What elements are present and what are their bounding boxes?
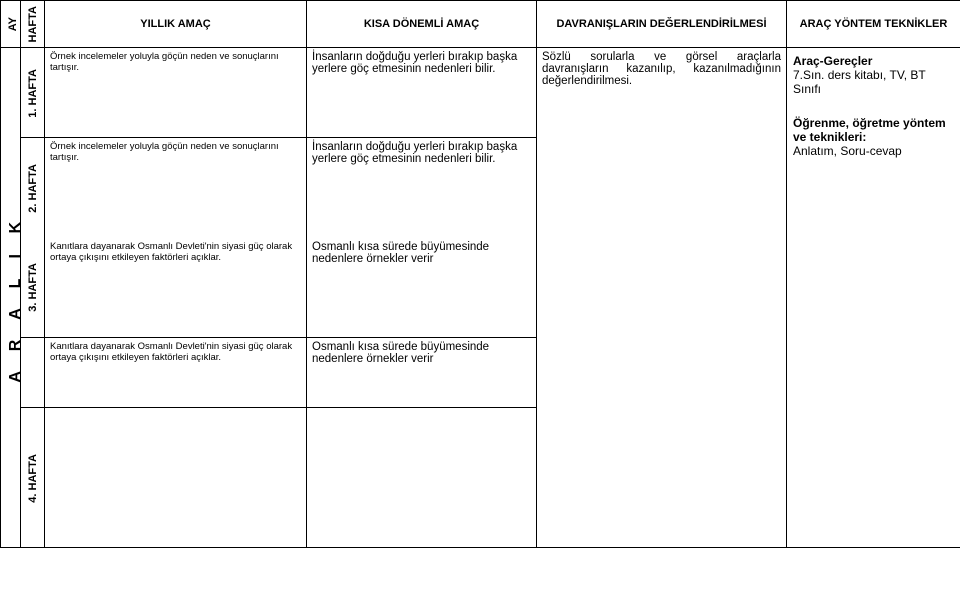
kisa-1: İnsanların doğduğu yerleri bırakıp başka… (307, 48, 537, 138)
arac-tools-body: 7.Sın. ders kitabı, TV, BT Sınıfı (793, 68, 954, 96)
month-cell: A R A L I K (1, 48, 21, 548)
header-arac: ARAÇ YÖNTEM TEKNİKLER (787, 1, 960, 48)
kisa-2: İnsanların doğduğu yerleri bırakıp başka… (307, 138, 537, 238)
week-cell-4: 4. HAFTA (21, 408, 45, 548)
kisa-4: Osmanlı kısa sürede büyümesinde nedenler… (307, 338, 537, 408)
kisa-3: Osmanlı kısa sürede büyümesinde nedenler… (307, 238, 537, 338)
arac-5 (787, 408, 960, 548)
table-row: 4. HAFTA (1, 408, 960, 548)
table-row: A R A L I K 1. HAFTA Örnek incelemeler y… (1, 48, 960, 138)
degerlendirme-cell: Sözlü sorularla ve görsel araçlarla davr… (537, 48, 787, 408)
yillik-3: Kanıtlara dayanarak Osmanlı Devleti'nin … (45, 238, 307, 338)
yillik-1: Örnek incelemeler yoluyla göçün neden ve… (45, 48, 307, 138)
yillik-4: Kanıtlara dayanarak Osmanlı Devleti'nin … (45, 338, 307, 408)
header-degerlendirme: DAVRANIŞLARIN DEĞERLENDİRİLMESİ (537, 1, 787, 48)
header-row: AY HAFTA YILLIK AMAÇ KISA DÖNEMLİ AMAÇ D… (1, 1, 960, 48)
curriculum-table: AY HAFTA YILLIK AMAÇ KISA DÖNEMLİ AMAÇ D… (0, 0, 960, 548)
yillik-5 (45, 408, 307, 548)
header-kisa: KISA DÖNEMLİ AMAÇ (307, 1, 537, 48)
header-yillik: YILLIK AMAÇ (45, 1, 307, 48)
arac-tools-label: Araç-Gereçler (793, 54, 872, 68)
header-hafta: HAFTA (21, 1, 45, 48)
arac-cell: Araç-Gereçler 7.Sın. ders kitabı, TV, BT… (787, 48, 960, 408)
yillik-2: Örnek incelemeler yoluyla göçün neden ve… (45, 138, 307, 238)
arac-methods-label: Öğrenme, öğretme yöntem ve teknikleri: (793, 116, 946, 144)
header-ay: AY (1, 1, 21, 48)
deg-5 (537, 408, 787, 548)
week-cell-1: 1. HAFTA (21, 48, 45, 138)
arac-methods-body: Anlatım, Soru-cevap (793, 144, 954, 158)
kisa-5 (307, 408, 537, 548)
